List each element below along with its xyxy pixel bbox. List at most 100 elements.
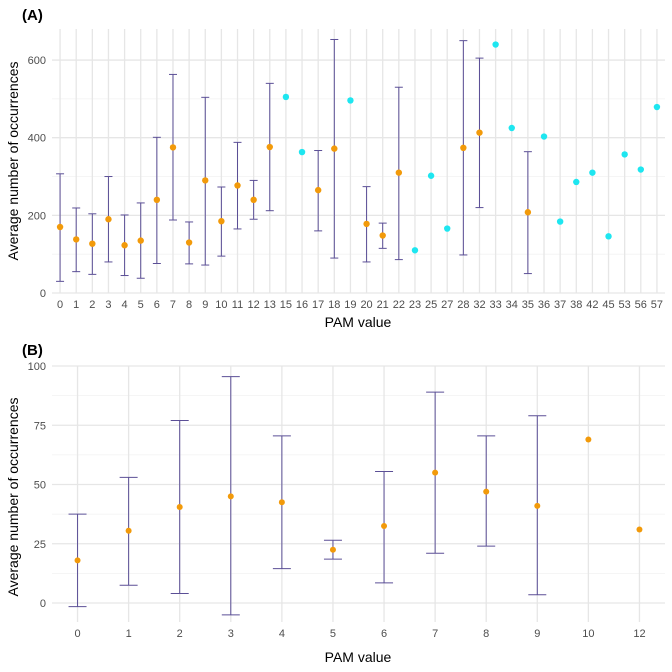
panel-a-x-tick-label: 16 — [296, 299, 308, 311]
panel-a-x-tick-label: 57 — [651, 299, 663, 311]
panel-b-x-tick-label: 1 — [126, 628, 132, 640]
panel-a-x-axis-title: PAM value — [325, 314, 392, 330]
panel-a-x-tick-label: 20 — [360, 299, 372, 311]
panel-b-x-tick-label: 3 — [228, 628, 234, 640]
panel-a-x-tick-label: 6 — [154, 299, 160, 311]
panel-b-x-tick-label: 9 — [534, 628, 540, 640]
panel-a-data-point — [266, 143, 273, 151]
panel-a-data-point — [89, 240, 96, 247]
panel-b-y-tick-label: 50 — [34, 480, 46, 492]
panel-a-grid — [52, 29, 665, 294]
panel-a-data-point — [411, 247, 419, 254]
panel-a-x-tick-label: 0 — [57, 299, 63, 311]
panel-a-data-point — [363, 220, 370, 228]
panel-a-data-point — [331, 145, 338, 152]
panel-a-x-tick-label: 1 — [73, 299, 79, 311]
panel-a-data-point — [250, 196, 257, 204]
panel-a-x-tick-label: 8 — [186, 299, 192, 311]
panel-a-x-tick-label: 33 — [489, 299, 501, 311]
panel-a-data-point — [56, 223, 64, 231]
panel-b-y-tick-label: 75 — [34, 420, 46, 432]
panel-b-data-point — [636, 526, 643, 533]
panel-a-x-tick-label: 27 — [441, 299, 453, 311]
panel-b-x-tick-label: 0 — [74, 628, 80, 640]
panel-a-x-tick-label: 25 — [425, 299, 437, 311]
panel-b-data-point — [432, 469, 439, 476]
panel-b-data-point — [176, 504, 183, 511]
panel-a-data-point — [524, 209, 532, 216]
panel-b-grid — [52, 365, 665, 622]
panel-a-x-tick-label: 12 — [248, 299, 260, 311]
panel-a-data-point — [621, 151, 628, 158]
panel-a-x-tick-label: 4 — [122, 299, 128, 311]
panel-a-y-axis-title: Average number of occurrences — [5, 62, 21, 261]
panel-a-x-tick-label: 28 — [457, 299, 469, 311]
panel-b-data-point — [74, 557, 81, 564]
panel-a-x-tick-label: 37 — [554, 299, 566, 311]
panel-a-y-tick-label: 400 — [28, 133, 46, 145]
panel-a-y-tick-label: 600 — [28, 55, 46, 67]
panel-a-x-tick-label: 45 — [602, 299, 614, 311]
panel-a-x-tick-label: 18 — [328, 299, 340, 311]
panel-a-data-point — [395, 169, 403, 176]
panel-b-marks — [68, 376, 643, 616]
panel-b-data-point — [125, 527, 132, 534]
panel-a-x-tick-label: 56 — [635, 299, 647, 311]
panel-a-y-tick-label: 200 — [28, 210, 46, 222]
panel-a-x-tick-label: 32 — [473, 299, 485, 311]
panel-b-x-axis-title: PAM value — [325, 649, 392, 665]
panel-a-data-point — [653, 103, 661, 111]
panel-a-data-point — [427, 172, 435, 179]
panel-a-x-tick-label: 35 — [522, 299, 534, 311]
panel-a-x-tick-label: 11 — [232, 299, 243, 311]
panel-a-x-tick-label: 3 — [105, 299, 111, 311]
panel-a-x-tick-label: 36 — [538, 299, 550, 311]
panel-b-x-tick-label: 7 — [432, 628, 438, 640]
panel-a-data-point — [476, 129, 483, 136]
panel-b-data-point — [227, 493, 234, 500]
panel-b-x-tick-label: 12 — [633, 628, 645, 640]
panel-b-data-point — [483, 488, 490, 495]
panel-a-x-tick-label: 42 — [586, 299, 598, 311]
panel-b-x-tick-label: 10 — [582, 628, 594, 640]
panel-a-x-tick-label: 23 — [409, 299, 421, 311]
panel-a-x-tick-label: 7 — [170, 299, 176, 311]
panel-a-data-point — [169, 144, 177, 151]
panel-a-data-point — [282, 93, 290, 101]
panel-a-data-point — [379, 232, 386, 239]
panel-a-label: (A) — [22, 7, 43, 24]
panel-a-x-tick-label: 19 — [344, 299, 356, 311]
panel-a-data-point — [460, 144, 467, 151]
panel-a-data-point — [605, 233, 612, 240]
panel-a-data-point — [298, 148, 306, 156]
panel-a-data-point — [589, 169, 596, 176]
panel-a-x-tick-label: 17 — [312, 299, 324, 311]
panel-a-data-point — [153, 196, 161, 204]
panel-a-x-tick-label: 38 — [570, 299, 582, 311]
panel-a-x-tick-label: 22 — [393, 299, 405, 311]
panel-a-data-point — [573, 178, 580, 186]
panel-b-data-point — [534, 502, 541, 509]
panel-b-data-point — [278, 499, 285, 506]
panel-a-y-tick-label: 0 — [40, 288, 46, 300]
panel-a-data-point — [105, 216, 112, 223]
panel-a-data-point — [444, 225, 451, 232]
panel-b-x-tick-label: 6 — [381, 628, 387, 640]
panel-a-data-point — [202, 177, 209, 184]
panel-a-data-point — [234, 182, 241, 189]
panel-b-y-axis-title: Average number of occurrences — [5, 398, 21, 597]
panel-a-data-point — [137, 237, 144, 244]
panel-a-x-tick-label: 9 — [202, 299, 208, 311]
panel-a-x-tick-label: 53 — [619, 299, 631, 311]
panel-b-data-point — [585, 436, 592, 443]
panel-a-data-point — [185, 239, 193, 246]
panel-a-data-point — [347, 97, 354, 104]
panel-b-x-tick-label: 5 — [330, 628, 336, 640]
panel-a-data-point — [72, 236, 80, 243]
panel-b-x-tick-label: 2 — [177, 628, 183, 640]
panel-b-data-point — [381, 523, 388, 529]
panel-a-data-point — [121, 242, 128, 249]
panel-b-label: (B) — [22, 342, 43, 359]
panel-a-x-tick-label: 5 — [138, 299, 144, 311]
